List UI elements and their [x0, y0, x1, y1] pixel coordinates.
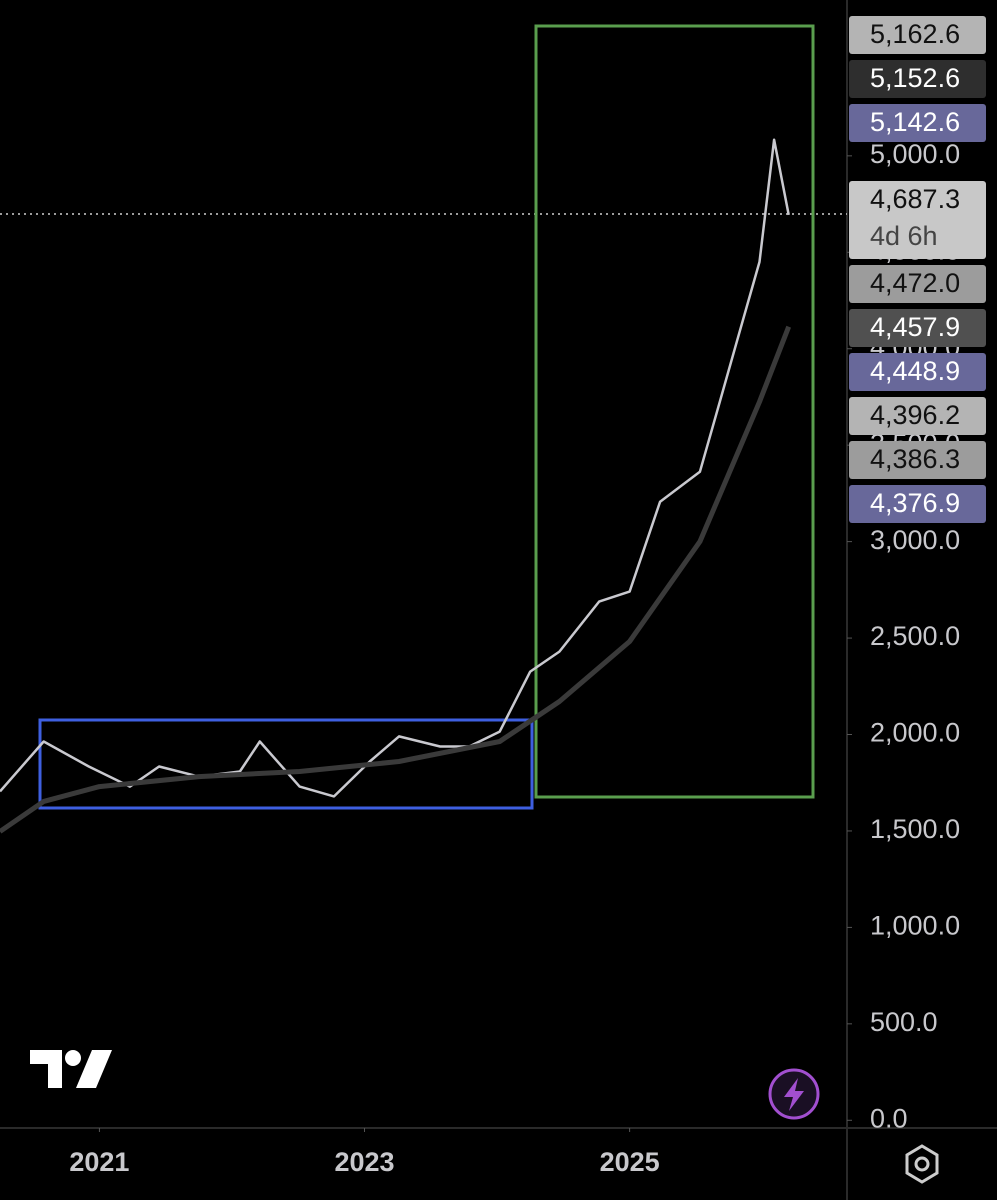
y-tick-label: 3,000.0 — [870, 525, 960, 555]
price-label-bg — [849, 265, 986, 303]
x-tick-label: 2025 — [600, 1147, 660, 1177]
settings-icon[interactable] — [905, 1144, 939, 1184]
range-box — [38, 718, 534, 810]
lightning-icon[interactable] — [784, 1078, 804, 1111]
price-label: 5,162.6 — [870, 19, 960, 49]
price-label: 4,376.9 — [870, 488, 960, 518]
y-tick-label: 2,000.0 — [870, 718, 960, 748]
price-label: 5,142.6 — [870, 107, 960, 137]
y-tick-label: 0.0 — [870, 1103, 908, 1133]
price-label-bg — [849, 441, 986, 479]
price-label: 4,448.9 — [870, 356, 960, 386]
trend-box — [534, 24, 815, 799]
price-label-bg — [849, 104, 986, 142]
logo-part — [30, 1050, 62, 1088]
price-label-bg — [849, 309, 986, 347]
price-label-bg — [849, 353, 986, 391]
price-label: 4,472.0 — [870, 268, 960, 298]
logo-part — [65, 1050, 81, 1066]
x-tick-label: 2021 — [69, 1147, 129, 1177]
lightning-button[interactable] — [768, 1068, 820, 1120]
settings-button[interactable] — [905, 1144, 939, 1184]
y-tick-label: 1,000.0 — [870, 911, 960, 941]
price-label-bg — [849, 485, 986, 523]
countdown-label: 4d 6h — [870, 221, 938, 251]
y-tick-label: 1,500.0 — [870, 814, 960, 844]
plot — [0, 138, 792, 834]
price-label-bg — [849, 60, 986, 98]
price-label-bg — [849, 16, 986, 54]
settings-icon[interactable] — [914, 1156, 930, 1172]
price-label-bg — [849, 181, 986, 259]
price-label: 4,457.9 — [870, 312, 960, 342]
y-tick-label: 2,500.0 — [870, 621, 960, 651]
tv-logo — [30, 1050, 112, 1088]
logo-part — [76, 1050, 112, 1088]
price-line — [0, 325, 792, 834]
x-tick-label: 2023 — [334, 1147, 394, 1177]
y-tick-label: 500.0 — [870, 1007, 938, 1037]
y-tick-label: 5,000.0 — [870, 139, 960, 169]
price-label: 4,386.3 — [870, 444, 960, 474]
price-line — [0, 138, 790, 798]
price-label-bg — [849, 397, 986, 435]
price-label: 4,687.3 — [870, 184, 960, 214]
price-label: 4,396.2 — [870, 400, 960, 430]
price-labels: 5,162.6 5,152.6 5,142.6 4,687.3 4d 6h 4,472.0… — [849, 16, 986, 523]
price-label: 5,152.6 — [870, 63, 960, 93]
